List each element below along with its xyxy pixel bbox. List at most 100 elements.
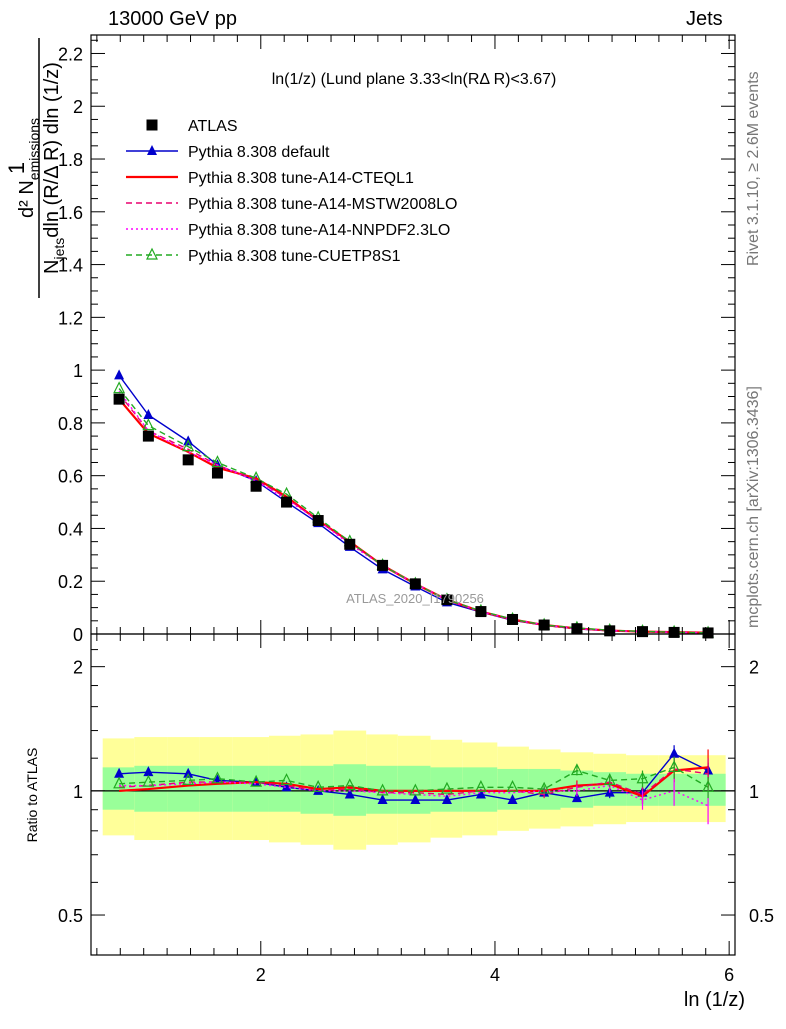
header-right-label: Jets (686, 8, 723, 30)
y-label-denominator: Njetsdln (R/Δ R) dln (1/z) (41, 62, 67, 274)
band-inner-bin (430, 767, 463, 812)
ratio-y-axis-label: Ratio to ATLAS (24, 748, 40, 843)
ratio-y-tick-label-right: 2 (749, 658, 759, 678)
ratio-y-tick-label-right: 0.5 (749, 906, 774, 926)
rivet-version-label: Rivet 3.1.10, ≥ 2.6M events (745, 71, 762, 266)
ratio-series-layer (113, 745, 715, 825)
ratio-frame (90, 633, 736, 956)
data-point (702, 627, 714, 639)
series-atlas (113, 393, 714, 639)
mcplots-label: mcplots.cern.ch [arXiv:1306.3436] (745, 386, 762, 628)
ratio-point (312, 779, 325, 792)
legend-label: Pythia 8.308 tune-A14-MSTW2008LO (188, 196, 457, 213)
series-line (118, 390, 709, 634)
band-inner-bin (232, 765, 269, 812)
data-point (142, 418, 155, 431)
ratio-y-tick-label-right: 1 (749, 782, 759, 802)
ratio-point (250, 774, 263, 787)
y-tick-label: 0.2 (58, 572, 83, 592)
data-point (142, 430, 154, 442)
legend-label: ATLAS (188, 118, 238, 135)
plot-titles: ln(1/z) (Lund plane 3.33<ln(RΔ R)<3.67) … (4, 38, 745, 1011)
data-point (571, 623, 583, 635)
data-point (475, 606, 487, 618)
ratio-point (410, 794, 421, 805)
ratio-point (603, 773, 616, 786)
ratio-y-tick-label-left: 0.5 (58, 906, 83, 926)
data-point (182, 439, 195, 452)
y-tick-label: 1.6 (58, 203, 83, 223)
ratio-point (377, 794, 388, 805)
legend-label: Pythia 8.308 tune-A14-CTEQL1 (188, 170, 414, 187)
main-y-axis-label: 1 d² Nemissions Njetsdln (R/Δ R) dln (1/… (4, 38, 67, 298)
plot-title: ln(1/z) (Lund plane 3.33<ln(RΔ R)<3.67) (272, 71, 557, 88)
data-point (182, 454, 194, 466)
y-tick-label: 1.4 (58, 256, 83, 276)
y-label-denominator-sub: jets (51, 238, 67, 261)
legend: ATLAS Pythia 8.308 default Pythia 8.308 tu… (126, 118, 457, 265)
legend-marker (146, 119, 158, 131)
ratio-point (570, 763, 583, 776)
y-tick-label: 0.4 (58, 519, 83, 539)
data-point (114, 369, 125, 380)
y-tick-label: 2 (73, 97, 83, 117)
legend-entry-pythia-8-308-tune-a14-nnpdf2-3lo: Pythia 8.308 tune-A14-NNPDF2.3LO (126, 222, 450, 239)
ratio-point (506, 779, 519, 792)
ratio-y-tick-label-left: 2 (73, 658, 83, 678)
data-point (211, 455, 224, 468)
legend-marker (146, 247, 158, 260)
tick-labels: 2 4 6 0 0.2 0.4 0.6 0.8 1 1.2 1.4 1.6 1.8 2 2.2 0.5 0.5 1… (58, 44, 774, 985)
ratio-point (114, 767, 125, 778)
y-tick-label: 1.8 (58, 150, 83, 170)
analysis-watermark: ATLAS_2020_I1790256 (346, 591, 484, 606)
x-tick-label: 4 (490, 965, 500, 985)
header-left-label: 13000 GeV pp (108, 8, 237, 30)
plot-frames (90, 34, 736, 956)
legend-entry-pythia-8-308-tune-a14-cteql1: Pythia 8.308 tune-A14-CTEQL1 (126, 170, 414, 187)
legend-entry-pythia-8-308-default: Pythia 8.308 default (126, 144, 330, 161)
y-tick-label: 0.8 (58, 414, 83, 434)
band-inner-bin (462, 767, 498, 812)
main-series-layer (113, 369, 715, 639)
y-label-numerator: d² Nemissions (16, 118, 42, 218)
legend-entry-pythia-8-308-tune-a14-mstw2008lo: Pythia 8.308 tune-A14-MSTW2008LO (126, 196, 457, 213)
ratio-point (441, 794, 452, 805)
ratio-point (440, 781, 453, 794)
legend-label: Pythia 8.308 default (188, 144, 330, 161)
data-point (113, 381, 126, 394)
x-axis-label: ln (1/z) (684, 989, 745, 1011)
ratio-point (669, 747, 680, 758)
data-point (409, 578, 421, 590)
data-point (250, 480, 262, 492)
data-point (604, 625, 616, 637)
ratio-point (507, 794, 518, 805)
ratio-point (182, 773, 195, 786)
y-label-denominator-rest: dln (R/Δ R) dln (1/z) (41, 62, 63, 238)
data-point (377, 559, 389, 571)
data-point (441, 594, 453, 606)
legend-label: Pythia 8.308 tune-CUETP8S1 (188, 248, 401, 265)
data-point (507, 613, 519, 625)
legend-marker (147, 145, 157, 155)
ratio-point (183, 767, 194, 778)
ratio-point (280, 773, 293, 786)
ratio-point (538, 781, 551, 794)
data-point (636, 626, 648, 638)
ratio-point (211, 771, 224, 784)
ratio-point (343, 778, 356, 791)
band-inner-bin (199, 765, 233, 812)
ratio-point (636, 771, 649, 784)
y-tick-label: 2.2 (58, 44, 83, 64)
y-tick-label: 1 (73, 361, 83, 381)
x-tick-label: 6 (724, 965, 734, 985)
legend-label: Pythia 8.308 tune-A14-NNPDF2.3LO (188, 222, 450, 239)
ratio-point (113, 776, 126, 789)
ratio-y-tick-label-left: 1 (73, 782, 83, 802)
ratio-point (474, 779, 487, 792)
y-label-denominator-main: N (41, 259, 63, 273)
ratio-point (702, 779, 715, 792)
ratio-point (281, 781, 292, 792)
data-point (538, 619, 550, 631)
